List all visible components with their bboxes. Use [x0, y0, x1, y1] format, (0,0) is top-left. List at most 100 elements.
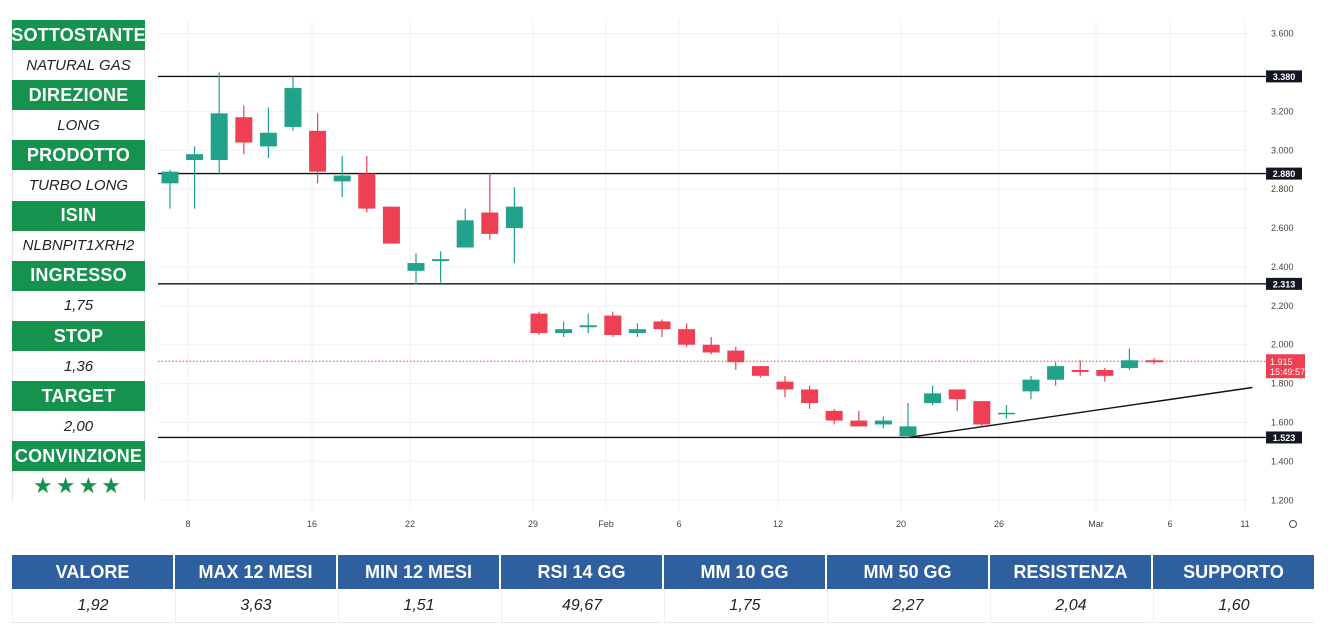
candle-body	[382, 206, 400, 244]
candle-body	[825, 410, 843, 421]
support-trendline	[907, 386, 1253, 439]
level-price-tag	[1266, 70, 1302, 83]
x-tick-label: 20	[896, 519, 906, 529]
candle-body	[924, 393, 942, 404]
candle-body	[161, 171, 179, 184]
candle-body	[1120, 360, 1138, 369]
y-tick-label: 2.200	[1271, 301, 1294, 311]
y-tick-label: 3.000	[1271, 145, 1294, 155]
candle-body	[628, 329, 646, 334]
current-price-label: 1.915	[1270, 357, 1293, 367]
candle-body	[1071, 370, 1089, 372]
panel-label-stop: STOP	[12, 321, 145, 351]
candle-body	[259, 132, 277, 147]
candle-body	[997, 412, 1015, 415]
level-price-tag	[1266, 277, 1302, 290]
level-price-label: 1.523	[1273, 433, 1296, 443]
panel-label-direzione: DIREZIONE	[12, 80, 145, 111]
table-value-cell: 1,60	[1153, 589, 1314, 623]
panel-label-target: TARGET	[12, 381, 145, 412]
candle-body	[1047, 366, 1065, 380]
x-tick-label: Mar	[1088, 519, 1104, 529]
candle-body	[678, 329, 696, 345]
panel-value-ingresso: 1,75	[12, 290, 145, 321]
candle-body	[702, 344, 720, 353]
table-header-cell: SUPPORTO	[1153, 555, 1314, 589]
candle-body	[530, 313, 548, 334]
current-price-tag	[1266, 354, 1305, 379]
x-tick-label: 8	[185, 519, 190, 529]
countdown-label: 15:49:57	[1270, 367, 1305, 377]
candle-body	[973, 401, 991, 425]
candle-body	[555, 329, 573, 334]
panel-label-prodotto: PRODOTTO	[12, 140, 145, 171]
x-tick-label: 16	[307, 519, 317, 529]
table-value-cell: 2,04	[990, 589, 1151, 623]
table-value-cell: 3,63	[175, 589, 336, 623]
panel-label-ingresso: INGRESSO	[12, 260, 145, 291]
candle-body	[727, 350, 745, 363]
candle-body	[653, 321, 671, 330]
price-chart: 1.200 1.400 1.600 1.800 2.000 2.200 2.400 2.600…	[158, 20, 1305, 529]
panel-value-sottostante: NATURAL GAS	[12, 50, 145, 80]
candle-body	[309, 130, 327, 172]
panel-value-target: 2,00	[12, 411, 145, 442]
y-tick-label: 2.600	[1271, 223, 1294, 233]
table-header-cell: MM 50 GG	[827, 555, 988, 589]
candle-body	[751, 366, 769, 376]
table-header-cell: RSI 14 GG	[501, 555, 662, 589]
level-price-label: 2.313	[1273, 279, 1296, 289]
settings-icon	[1289, 520, 1297, 528]
panel-value-convinzione: ★★★★	[12, 471, 145, 502]
candle-body	[948, 389, 966, 400]
indicators-value-row: 1,92 3,63 1,51 49,67 1,75 2,27 2,04 1,60	[12, 589, 1318, 623]
candle-body	[407, 263, 425, 271]
panel-value-direzione: LONG	[12, 110, 145, 141]
table-value-cell: 49,67	[501, 589, 662, 623]
info-panel: SOTTOSTANTE NATURAL GAS DIREZIONE LONG PRODO…	[11, 20, 147, 512]
level-price-label: 2.880	[1273, 169, 1296, 179]
panel-label-convinzione: CONVINZIONE	[12, 441, 145, 472]
table-value-cell: 1,75	[664, 589, 825, 623]
candle-body	[456, 220, 474, 248]
candle-body	[210, 113, 228, 160]
y-tick-label: 1.600	[1271, 418, 1294, 428]
indicators-header-row: VALORE MAX 12 MESI MIN 12 MESI RSI 14 GG MM …	[12, 555, 1318, 589]
table-value-cell: 1,92	[12, 589, 173, 623]
candle-body	[505, 206, 523, 229]
candle-body	[1096, 370, 1114, 376]
panel-value-prodotto: TURBO LONG	[12, 170, 145, 201]
table-header-cell: MAX 12 MESI	[175, 555, 336, 589]
x-tick-label: 11	[1240, 519, 1249, 529]
x-tick-label: 22	[405, 519, 415, 529]
table-value-cell: 2,27	[827, 589, 988, 623]
panel-value-isin: NLBNPIT1XRH2	[12, 230, 145, 261]
candle-body	[1022, 379, 1040, 392]
panel-label-isin: ISIN	[12, 200, 145, 231]
y-tick-label: 3.600	[1271, 29, 1294, 39]
table-header-cell: MIN 12 MESI	[338, 555, 499, 589]
table-header-cell: MM 10 GG	[664, 555, 825, 589]
candle-body	[801, 389, 819, 404]
table-value-cell: 1,51	[338, 589, 499, 623]
candle-body	[333, 175, 351, 182]
y-tick-label: 2.000	[1271, 340, 1294, 350]
panel-value-stop: 1,36	[12, 351, 145, 381]
panel-label-sottostante: SOTTOSTANTE	[11, 20, 146, 50]
x-tick-label: 29	[528, 519, 538, 529]
candle-body	[481, 212, 499, 234]
candle-body	[235, 117, 253, 143]
y-tick-label: 1.400	[1271, 456, 1294, 466]
x-tick-label: 6	[676, 519, 681, 529]
candle-body	[579, 325, 597, 328]
y-tick-label: 2.400	[1271, 262, 1294, 272]
indicators-table: VALORE MAX 12 MESI MIN 12 MESI RSI 14 GG MM …	[12, 555, 1318, 623]
table-header-cell: VALORE	[12, 555, 173, 589]
x-tick-label: 6	[1167, 519, 1172, 529]
level-price-label: 3.380	[1273, 72, 1296, 82]
y-tick-label: 1.800	[1271, 379, 1294, 389]
candle-body	[358, 173, 376, 209]
y-tick-label: 3.200	[1271, 106, 1294, 116]
x-tick-label: 12	[773, 519, 783, 529]
table-header-cell: RESISTENZA	[990, 555, 1151, 589]
